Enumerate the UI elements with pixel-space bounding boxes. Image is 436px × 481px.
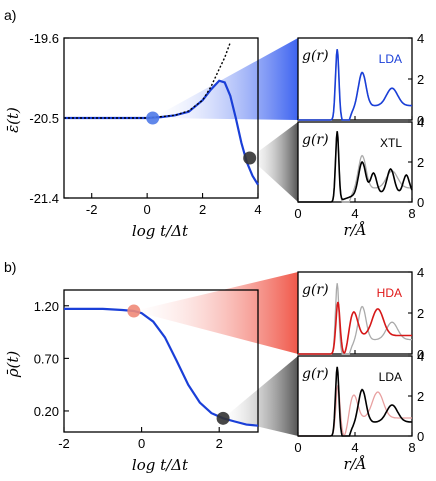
inset-b-top-gr-curve	[298, 301, 412, 355]
inset-a-bottom-ytick-label-0: 0	[417, 195, 424, 210]
plot-b-xtick-label-1: 0	[138, 436, 145, 451]
inset-a-bottom-xtick-label-2: 8	[408, 206, 415, 221]
inset-b-top-ytick-label-2: 4	[417, 265, 424, 280]
inset-b-bottom-gr-curve	[298, 366, 412, 437]
plot-b-series	[64, 304, 259, 427]
inset-a-top-ytick-label-2: 4	[417, 31, 424, 46]
inset-b-bottom-reference-curve	[298, 385, 412, 437]
plot-a-ytick-label-2: -21.4	[29, 191, 59, 206]
inset-b-bottom-ylabel: g(r)	[302, 366, 329, 382]
plot-a-ylabel: ε̄(t)	[4, 107, 22, 133]
plot-b-xtick-label-2: 2	[216, 436, 223, 451]
inset-a-bottom-wedge	[249, 122, 298, 202]
inset-a-bottom-ylabel: g(r)	[302, 132, 329, 148]
plot-b-ytick-label-2: 0.20	[34, 404, 59, 419]
plot-b-ytick-label-1: 0.70	[34, 351, 59, 366]
inset-b-bottom-ytick-label-1: 2	[417, 389, 424, 404]
inset-a-top-ylabel: g(r)	[302, 48, 329, 64]
plot-a-ticks: -2 0 2 4 -19.6 -20.5 -21.4	[29, 31, 261, 217]
plot-a-xlabel: log t/Δt	[132, 222, 189, 240]
inset-b-bottom-xtick-label-1: 4	[351, 440, 358, 455]
inset-b-bottom-wedge	[223, 356, 298, 436]
inset-b-top-legend: HDA	[377, 286, 402, 300]
inset-b-bottom-xtick-label-2: 8	[408, 440, 415, 455]
plot-b-xtick-label-0: -2	[58, 436, 70, 451]
inset-a-bottom-xlabel: r/Å	[343, 221, 366, 239]
inset-b-bottom-ytick-label-2: 4	[417, 349, 424, 364]
plot-a-xtick-label-1: 0	[144, 202, 151, 217]
inset-a-top-ytick-label-1: 2	[417, 72, 424, 87]
inset-b-bottom-xtick-label-0: 0	[294, 440, 301, 455]
plot-a-ytick-label-0: -19.6	[29, 31, 59, 46]
inset-b-top-ytick-label-1: 2	[417, 306, 424, 321]
inset-a-top-ytick-label-0: 0	[417, 113, 424, 128]
plot-a-marker-1	[243, 151, 257, 165]
plot-b-marker-0	[127, 304, 141, 318]
plot-b-ytick-label-0: 1.20	[34, 299, 59, 314]
plot-b-ylabel: ρ̄(t)	[4, 351, 22, 379]
panel-label-a: a)	[4, 7, 16, 23]
inset-a-top-gr-curve	[298, 49, 412, 121]
plot-a-xtick-label-0: -2	[86, 202, 98, 217]
inset-a-bottom-xtick-label-0: 0	[294, 206, 301, 221]
inset-a-top-wedge	[152, 38, 298, 120]
inset-b-top-ylabel: g(r)	[302, 282, 329, 298]
inset-b-bottom-xlabel: r/Å	[343, 455, 366, 473]
panel-label-b: b)	[4, 259, 16, 275]
inset-a-bottom-ytick-label-1: 2	[417, 155, 424, 170]
plot-a-xtick-label-3: 4	[254, 202, 261, 217]
plot-a-ytick-label-1: -20.5	[29, 111, 59, 126]
inset-b-bottom-ytick-label-0: 0	[417, 429, 424, 444]
plot-b-frame	[63, 289, 259, 433]
inset-b-top-ytick-label-0: 0	[417, 347, 424, 362]
plot-b-xlabel: log t/Δt	[132, 456, 189, 474]
plot-a-marker-0	[146, 111, 160, 125]
plot-b-marker-1	[216, 411, 230, 425]
inset-a-bottom-gr-curve	[298, 131, 413, 203]
projection-wedges	[133, 38, 298, 436]
plot-b-ticks: -2 0 2 1.20 0.70 0.20	[34, 299, 223, 451]
inset-a-bottom-ytick-label-2: 4	[417, 115, 424, 130]
inset-a-bottom-legend: XTL	[380, 136, 402, 150]
plot-a-series	[64, 42, 259, 186]
plot-a-series-line-1	[64, 42, 231, 119]
inset-a-bottom-xtick-label-1: 4	[351, 206, 358, 221]
plot-a-xtick-label-2: 2	[199, 202, 206, 217]
inset-b-top-wedge	[133, 272, 298, 354]
inset-b-bottom-legend: LDA	[379, 370, 402, 384]
inset-a-top-legend: LDA	[379, 52, 402, 66]
